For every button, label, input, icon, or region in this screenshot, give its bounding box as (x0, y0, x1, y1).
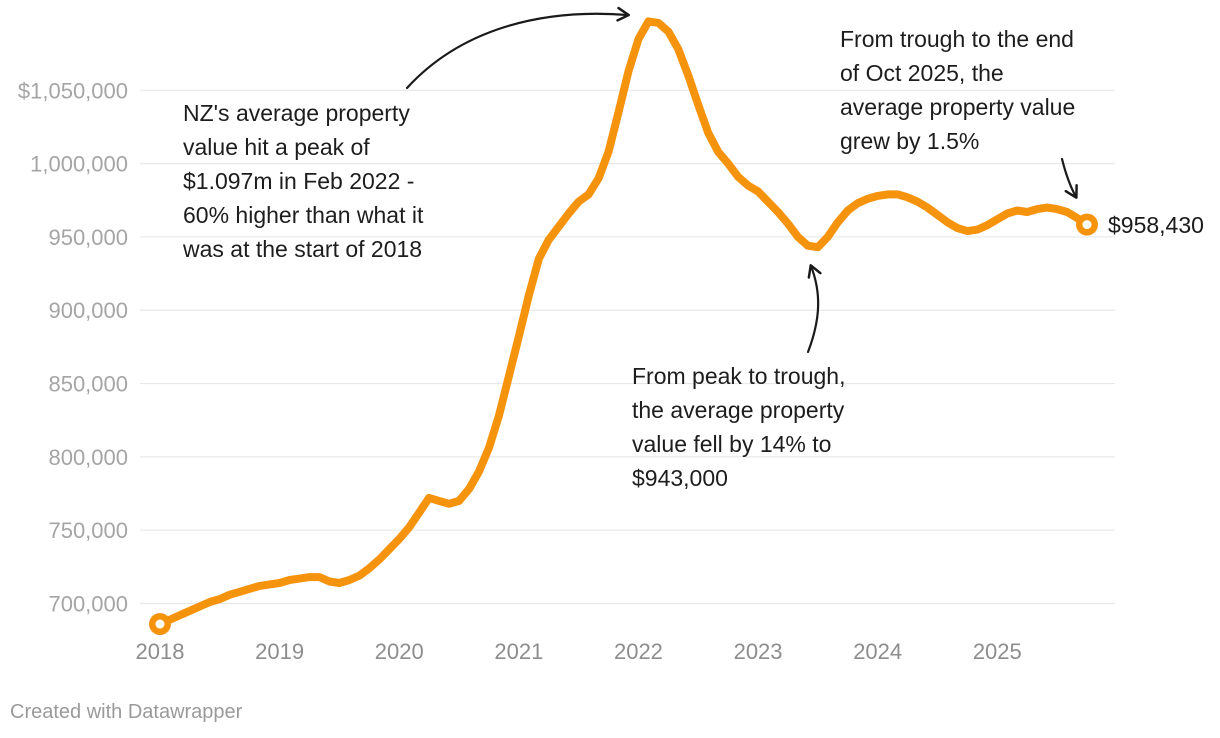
start-point-marker-center (155, 619, 165, 629)
y-axis-tick-label: 1,000,000 (30, 152, 128, 177)
x-axis-tick-label: 2023 (734, 639, 783, 664)
y-axis-tick-label: 700,000 (48, 592, 128, 617)
value-line (156, 17, 1091, 628)
y-axis-tick-label: 850,000 (48, 372, 128, 397)
x-axis-tick-label: 2019 (255, 639, 304, 664)
annotation-arrow-end (1060, 157, 1078, 199)
x-axis-tick-label: 2018 (136, 639, 185, 664)
annotation-end: From trough to the end of Oct 2025, the … (840, 26, 1076, 154)
annotation-arrow-trough (806, 264, 822, 354)
y-axis-tick-label: 750,000 (48, 518, 128, 543)
x-axis-tick-label: 2025 (973, 639, 1022, 664)
end-point-marker-center (1082, 220, 1092, 230)
y-axis-tick-label: 800,000 (48, 445, 128, 470)
annotation-arrow-peak (405, 6, 630, 90)
end-value-label: $958,430 (1108, 212, 1204, 238)
annotation-trough: From peak to trough, the average propert… (632, 363, 846, 491)
x-axis-tick-label: 2021 (494, 639, 543, 664)
y-axis-tick-label: 900,000 (48, 298, 128, 323)
x-axis-tick-label: 2024 (853, 639, 902, 664)
annotation-peak: NZ's average property value hit a peak o… (183, 100, 424, 262)
x-axis-tick-label: 2022 (614, 639, 663, 664)
y-axis-tick-label: $1,050,000 (18, 78, 128, 103)
x-axis-tick-label: 2020 (375, 639, 424, 664)
datawrapper-credit: Created with Datawrapper (10, 701, 243, 723)
y-axis-tick-label: 950,000 (48, 225, 128, 250)
